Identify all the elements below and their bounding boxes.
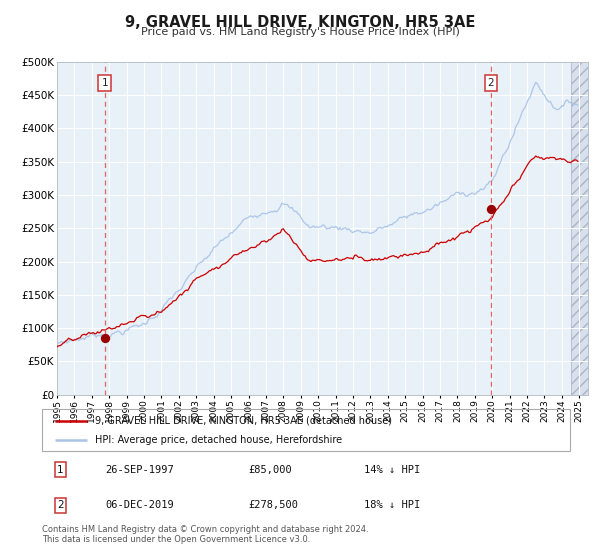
Bar	[571, 62, 588, 395]
Point	[486, 205, 496, 214]
Text: £85,000: £85,000	[248, 465, 292, 475]
Text: 2: 2	[57, 500, 64, 510]
Text: 1: 1	[57, 465, 64, 475]
Text: 26-SEP-1997: 26-SEP-1997	[106, 465, 174, 475]
Text: Price paid vs. HM Land Registry's House Price Index (HPI): Price paid vs. HM Land Registry's House …	[140, 27, 460, 38]
Text: Contains HM Land Registry data © Crown copyright and database right 2024.: Contains HM Land Registry data © Crown c…	[42, 525, 368, 534]
Point	[100, 334, 110, 343]
Bar	[571, 62, 588, 395]
Text: £278,500: £278,500	[248, 500, 298, 510]
Text: 06-DEC-2019: 06-DEC-2019	[106, 500, 174, 510]
Text: HPI: Average price, detached house, Herefordshire: HPI: Average price, detached house, Here…	[95, 435, 342, 445]
Text: 2: 2	[488, 78, 494, 88]
Text: 9, GRAVEL HILL DRIVE, KINGTON, HR5 3AE: 9, GRAVEL HILL DRIVE, KINGTON, HR5 3AE	[125, 15, 475, 30]
Text: 1: 1	[101, 78, 108, 88]
Text: 9, GRAVEL HILL DRIVE, KINGTON, HR5 3AE (detached house): 9, GRAVEL HILL DRIVE, KINGTON, HR5 3AE (…	[95, 416, 392, 426]
Text: This data is licensed under the Open Government Licence v3.0.: This data is licensed under the Open Gov…	[42, 535, 310, 544]
Text: 14% ↓ HPI: 14% ↓ HPI	[364, 465, 421, 475]
Text: 18% ↓ HPI: 18% ↓ HPI	[364, 500, 421, 510]
